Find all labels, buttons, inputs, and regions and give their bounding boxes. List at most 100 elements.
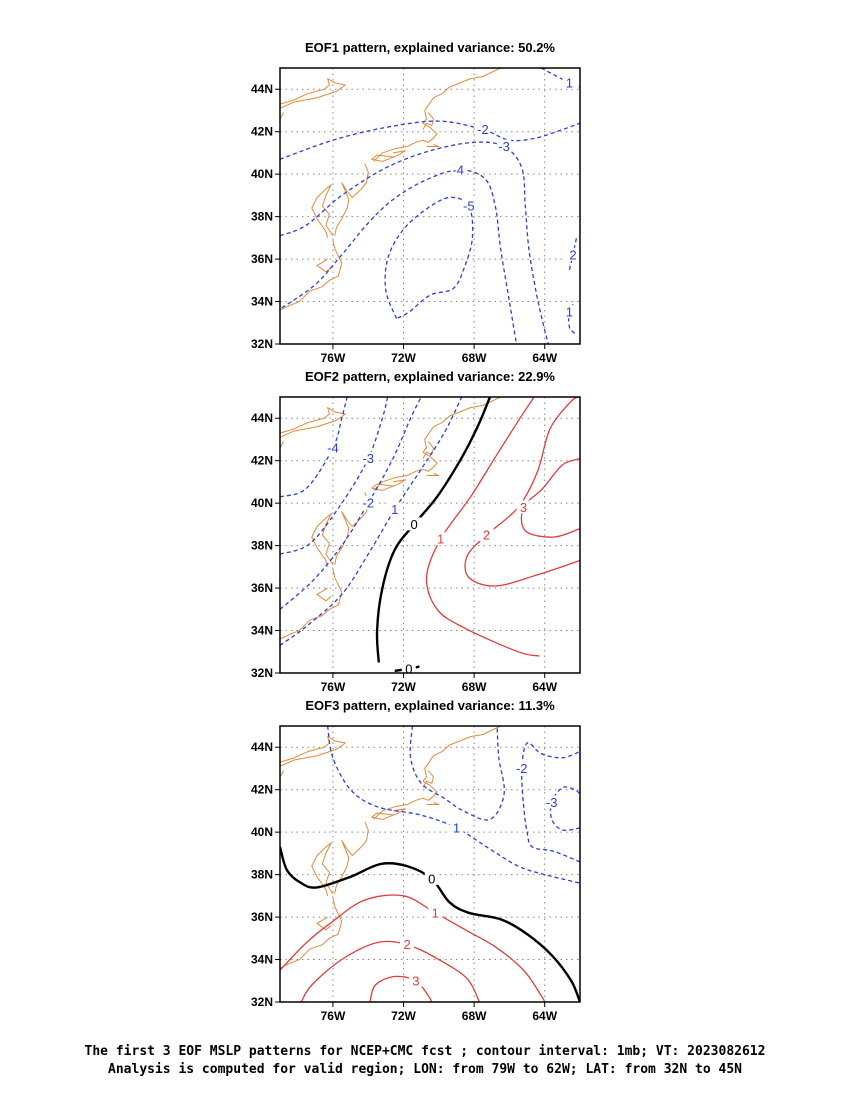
coastline bbox=[280, 407, 346, 438]
contour-label: 2 bbox=[483, 528, 490, 543]
y-tick-label: 32N bbox=[251, 995, 273, 1009]
coastline bbox=[311, 842, 334, 896]
x-tick-label: 72W bbox=[391, 680, 416, 694]
contour-label-bg bbox=[325, 440, 340, 454]
contour-label: 1 bbox=[566, 305, 573, 320]
contour-line bbox=[409, 726, 506, 821]
x-tick-label: 68W bbox=[462, 1009, 487, 1023]
contour-label-bg bbox=[479, 528, 494, 541]
contour-line bbox=[280, 397, 389, 555]
coastline bbox=[316, 258, 332, 273]
coastline bbox=[280, 568, 343, 640]
contour-label-bg bbox=[400, 937, 415, 951]
plot-area: 1 -2 -3 0 1 2 3 bbox=[280, 726, 580, 1002]
contour-label: -3 bbox=[546, 795, 558, 810]
contour-line bbox=[280, 397, 422, 610]
contour-label: 1 bbox=[391, 502, 398, 517]
contour-label: 1 bbox=[566, 75, 573, 90]
coastline bbox=[373, 397, 501, 491]
y-tick-label: 44N bbox=[251, 740, 273, 754]
contour-line bbox=[300, 940, 480, 1002]
contour-label: 3 bbox=[412, 973, 419, 988]
x-tick-label: 68W bbox=[462, 680, 487, 694]
plot-area: -2 -3 -4 -5 1 1 2 bbox=[280, 68, 580, 344]
contour-label-bg bbox=[361, 451, 376, 465]
contour-label: 2 bbox=[569, 247, 576, 262]
gridlines bbox=[280, 726, 580, 1002]
coastline bbox=[280, 239, 343, 311]
contour-label-bg bbox=[407, 517, 422, 531]
y-tick-label: 40N bbox=[251, 825, 273, 839]
panel-title: EOF2 pattern, explained variance: 22.9% bbox=[305, 369, 555, 384]
contour-label: 1 bbox=[453, 820, 460, 835]
y-tick-label: 42N bbox=[251, 454, 273, 468]
contour-label-bg bbox=[461, 199, 476, 212]
y-tick-label: 36N bbox=[251, 252, 273, 266]
contour-line bbox=[280, 846, 580, 1002]
contour-label-bg bbox=[544, 795, 559, 809]
coastline bbox=[311, 184, 334, 238]
coastline bbox=[422, 441, 435, 459]
x-tick-label: 76W bbox=[321, 680, 346, 694]
panel-frame bbox=[279, 67, 581, 345]
coastline bbox=[334, 492, 369, 565]
panel-title: EOF1 pattern, explained variance: 50.2% bbox=[305, 40, 555, 55]
y-tick-label: 34N bbox=[251, 295, 273, 309]
contour-line bbox=[280, 141, 549, 344]
contour-label-bg bbox=[361, 496, 376, 510]
y-tick-label: 38N bbox=[251, 868, 273, 882]
contour-label: 0 bbox=[428, 871, 435, 886]
y-tick-label: 36N bbox=[251, 581, 273, 595]
contour-line bbox=[280, 397, 348, 498]
coastline bbox=[373, 68, 501, 162]
contour-line bbox=[521, 741, 580, 863]
contour-line bbox=[520, 457, 580, 538]
contour-label: 2 bbox=[403, 937, 410, 952]
coastline bbox=[371, 808, 406, 820]
contour-label-bg bbox=[424, 871, 439, 885]
footer-caption-line-1: The first 3 EOF MSLP patterns for NCEP+C… bbox=[84, 1044, 766, 1059]
x-tick-label: 68W bbox=[462, 351, 487, 365]
coastline bbox=[316, 587, 332, 602]
contour-label: -3 bbox=[498, 139, 510, 154]
contour-label: 0 bbox=[411, 517, 418, 532]
eof2-panel: EOF2 pattern, explained variance: 22.9% 1… bbox=[251, 369, 581, 694]
coastline bbox=[373, 726, 501, 820]
y-tick-label: 38N bbox=[251, 210, 273, 224]
x-tick-label: 64W bbox=[532, 351, 557, 365]
contour-label-bg bbox=[516, 500, 531, 514]
x-tick-label: 64W bbox=[532, 680, 557, 694]
coastline bbox=[334, 163, 369, 236]
coastline bbox=[426, 143, 440, 148]
x-tick-label: 72W bbox=[391, 351, 416, 365]
contour-label: -4 bbox=[327, 440, 339, 455]
contour-line bbox=[464, 397, 580, 587]
contour-label-bg bbox=[514, 761, 529, 775]
contour-label: 3 bbox=[520, 500, 527, 515]
y-tick-label: 34N bbox=[251, 624, 273, 638]
contour-label: -3 bbox=[362, 451, 374, 466]
coastline bbox=[311, 513, 334, 567]
y-tick-label: 42N bbox=[251, 783, 273, 797]
gridlines bbox=[280, 68, 580, 344]
y-tick-label: 40N bbox=[251, 167, 273, 181]
y-tick-label: 32N bbox=[251, 337, 273, 351]
x-tick-label: 76W bbox=[321, 1009, 346, 1023]
panel-frame bbox=[279, 396, 581, 674]
contour-label-bg bbox=[449, 820, 464, 834]
coastline bbox=[422, 112, 435, 130]
contour-label: 1 bbox=[432, 905, 439, 920]
contour-label-bg bbox=[428, 905, 443, 919]
contour-label-bg bbox=[475, 122, 490, 136]
contour-line bbox=[280, 120, 580, 160]
contour-line bbox=[280, 397, 463, 646]
coastline bbox=[334, 821, 369, 894]
contour-label-bg bbox=[451, 162, 466, 176]
panel-title: EOF3 pattern, explained variance: 11.3% bbox=[305, 698, 555, 713]
x-tick-label: 76W bbox=[321, 351, 346, 365]
contour-line bbox=[384, 196, 474, 320]
contour-label: -4 bbox=[452, 162, 464, 177]
contour-label: -2 bbox=[477, 122, 489, 137]
contour-label: -2 bbox=[516, 761, 528, 776]
